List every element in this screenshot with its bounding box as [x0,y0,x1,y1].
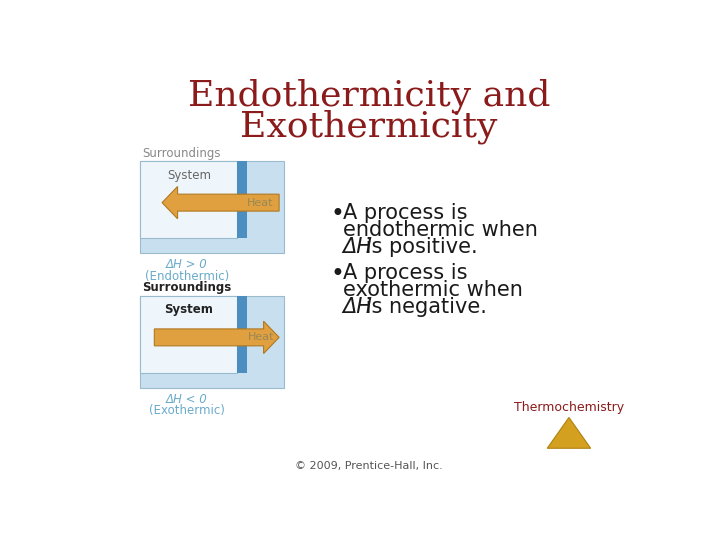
Text: © 2009, Prentice-Hall, Inc.: © 2009, Prentice-Hall, Inc. [295,461,443,471]
Text: •: • [330,262,344,286]
Text: A process is: A process is [343,262,467,283]
Text: (Exothermic): (Exothermic) [149,404,225,417]
Bar [140,161,238,238]
Text: System: System [167,168,211,182]
Text: •: • [330,202,344,226]
Bar [238,161,246,238]
Text: Heat: Heat [246,198,273,207]
Text: is positive.: is positive. [359,237,477,257]
Text: A process is: A process is [343,202,467,222]
Bar [140,296,284,388]
Text: Heat: Heat [248,333,274,342]
Text: is negative.: is negative. [359,298,487,318]
Bar [140,161,284,253]
Polygon shape [547,417,590,448]
Text: Surroundings: Surroundings [142,146,220,159]
Text: (Endothermic): (Endothermic) [145,269,229,282]
Text: ΔH: ΔH [343,298,373,318]
Text: Surroundings: Surroundings [142,281,231,294]
Text: endothermic when: endothermic when [343,220,538,240]
Text: Thermochemistry: Thermochemistry [514,401,624,414]
Text: System: System [164,303,213,316]
Bar [238,296,246,373]
FancyArrow shape [162,186,279,219]
FancyArrow shape [154,321,279,354]
Text: ΔH > 0: ΔH > 0 [166,258,208,271]
Bar [140,296,238,373]
Text: ΔH < 0: ΔH < 0 [166,393,208,406]
Text: Endothermicity and: Endothermicity and [188,79,550,113]
Text: Exothermicity: Exothermicity [240,110,498,144]
Text: ΔH: ΔH [343,237,373,257]
Text: exothermic when: exothermic when [343,280,523,300]
